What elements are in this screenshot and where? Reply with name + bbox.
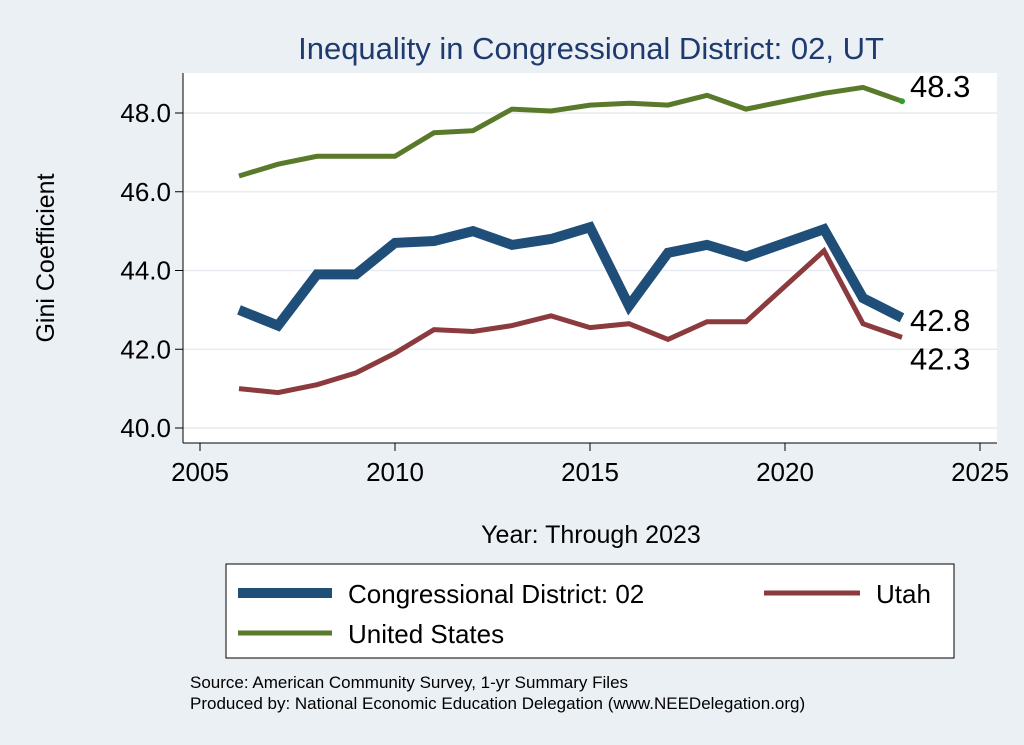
x-tick-label: 2020 bbox=[756, 457, 814, 487]
produced-note: Produced by: National Economic Education… bbox=[190, 694, 805, 713]
y-tick-label: 40.0 bbox=[120, 413, 171, 443]
y-tick-label: 48.0 bbox=[120, 98, 171, 128]
series-lines bbox=[237, 84, 905, 396]
x-tick-label: 2005 bbox=[171, 457, 229, 487]
end-labels: 42.842.3 48.3 bbox=[899, 69, 970, 376]
chart-title: Inequality in Congressional District: 02… bbox=[298, 31, 884, 66]
legend-label-utah: Utah bbox=[876, 579, 931, 609]
y-tick-label: 42.0 bbox=[120, 334, 171, 364]
x-ticks: 2005 2010 2015 2020 2025 bbox=[171, 443, 1009, 487]
end-label-district: 42.8 bbox=[910, 303, 970, 338]
series-line-us bbox=[238, 84, 903, 179]
y-tick-label: 46.0 bbox=[120, 177, 171, 207]
x-tick-label: 2010 bbox=[366, 457, 424, 487]
y-tick-label: 44.0 bbox=[120, 256, 171, 286]
legend-box bbox=[225, 563, 955, 659]
plot-area bbox=[183, 73, 997, 443]
legend: Congressional District: 02 Utah United S… bbox=[225, 563, 955, 659]
series-line-utah bbox=[238, 246, 903, 396]
end-label-utah: 42.3 bbox=[910, 341, 970, 376]
y-axis-label: Gini Coefficient bbox=[32, 173, 60, 342]
source-note: Source: American Community Survey, 1-yr … bbox=[190, 673, 628, 692]
legend-label-district: Congressional District: 02 bbox=[348, 579, 644, 609]
x-tick-label: 2015 bbox=[561, 457, 619, 487]
y-ticks: 40.0 42.0 44.0 46.0 48.0 bbox=[120, 98, 183, 443]
x-axis-label: Year: Through 2023 bbox=[481, 521, 701, 549]
end-marker-us bbox=[899, 98, 905, 105]
end-label-us: 48.3 bbox=[910, 69, 970, 104]
x-tick-label: 2025 bbox=[951, 457, 1009, 487]
series-line-district bbox=[237, 221, 905, 332]
legend-label-us: United States bbox=[348, 619, 504, 649]
